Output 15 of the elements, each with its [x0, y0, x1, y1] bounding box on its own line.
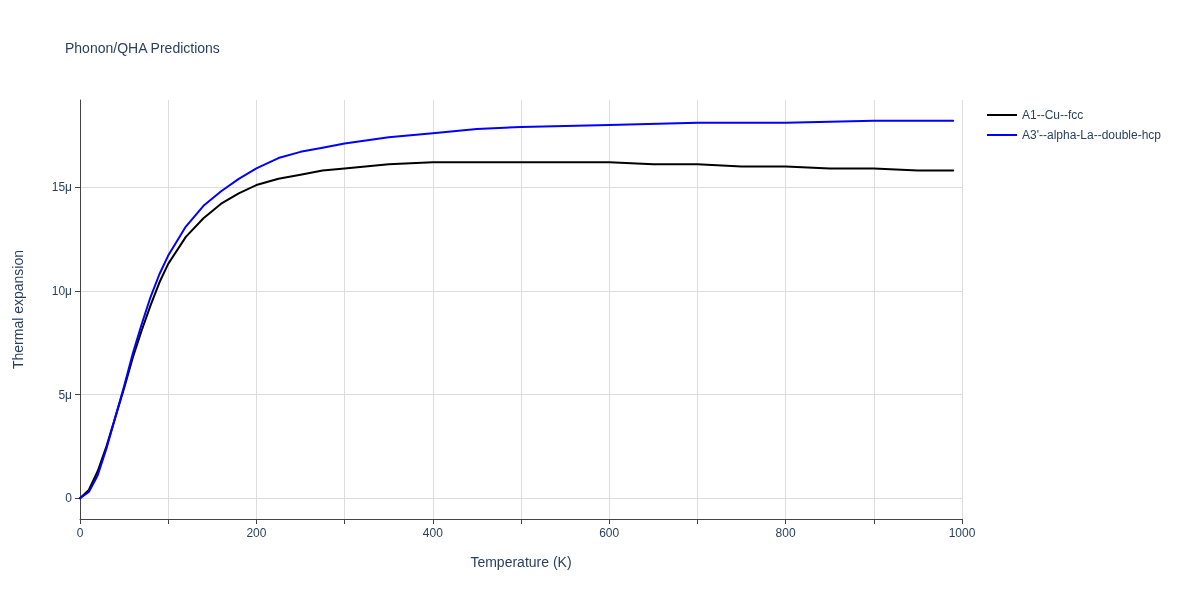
legend-label: A1--Cu--fcc [1022, 108, 1084, 122]
x-tick-label: 800 [775, 526, 796, 540]
x-axis-title: Temperature (K) [470, 554, 572, 570]
y-tick-label: 0 [65, 491, 73, 506]
x-tick-label: 0 [76, 526, 84, 540]
y-tick-label: 5μ [58, 387, 73, 402]
x-tick-label: 400 [422, 526, 444, 540]
y-axis-title: Thermal expansion [10, 249, 26, 370]
x-tick-label: 200 [246, 526, 267, 540]
chart-title: Phonon/QHA Predictions [65, 40, 220, 56]
x-tick-label: 1000 [948, 526, 976, 540]
x-tick-label: 600 [599, 526, 620, 540]
y-tick-label: 10μ [51, 283, 73, 298]
legend-label: A3'--alpha-La--double-hcp [1022, 128, 1162, 142]
y-tick-label: 15μ [51, 180, 73, 195]
